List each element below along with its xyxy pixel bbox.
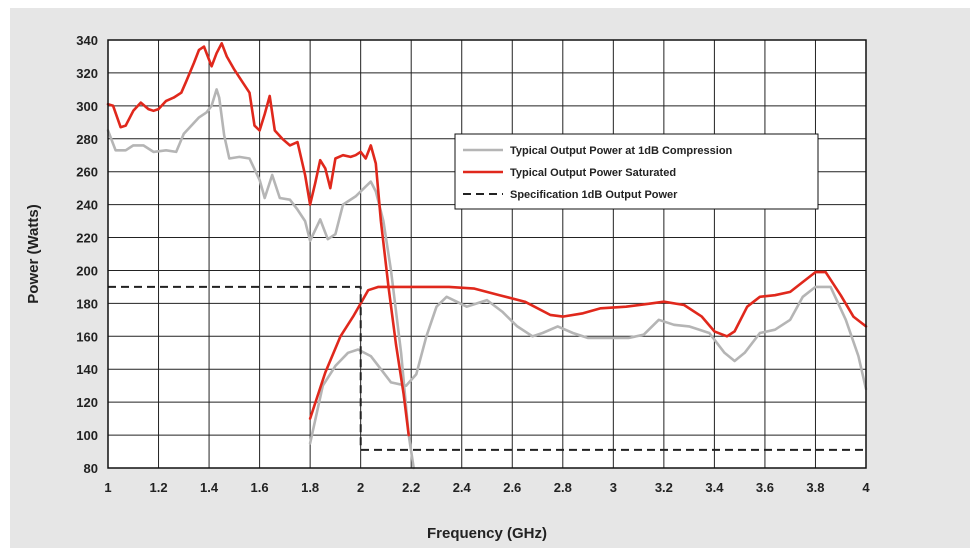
x-tick-label-10: 3: [610, 480, 617, 495]
y-tick-label-11: 300: [76, 99, 98, 114]
y-tick-label-6: 200: [76, 263, 98, 278]
y-tick-label-9: 260: [76, 165, 98, 180]
plot-border: [107, 39, 867, 469]
x-tick-label-15: 4: [862, 480, 870, 495]
y-tick-label-4: 160: [76, 329, 98, 344]
y-tick-label-1: 100: [76, 428, 98, 443]
series-line-1-segment-0: [106, 41, 411, 437]
y-tick-label-10: 280: [76, 132, 98, 147]
x-tick-label-1: 1.2: [149, 480, 167, 495]
legend-label-1dB-compression: Typical Output Power at 1dB Compression: [510, 145, 733, 157]
x-tick-label-0: 1: [104, 480, 111, 495]
series-line-2-segment-0: [108, 285, 866, 451]
y-tick-label-12: 320: [76, 66, 98, 81]
y-tick-label-0: 80: [84, 461, 98, 476]
x-tick-label-14: 3.8: [806, 480, 824, 495]
y-tick-label-8: 240: [76, 198, 98, 213]
x-axis-ticks: 1 1.2 1.4 1.6 1.8 2 2.2 2.4 2.6 2.8 3 3.2 3.4 3.6 3.8 4: [104, 480, 870, 495]
x-tick-label-7: 2.4: [453, 480, 472, 495]
chart-figure: 1 1.2 1.4 1.6 1.8 2 2.2 2.4 2.6 2.8 3 3.2 3.4 3.6 3.8 4…: [10, 8, 970, 548]
legend-label-specification: Specification 1dB Output Power: [510, 189, 678, 201]
series-line-0-segment-1: [308, 285, 868, 445]
y-tick-label-5: 180: [76, 296, 98, 311]
plot-area: [108, 40, 866, 468]
series-line-0-segment-0: [106, 88, 416, 470]
x-tick-label-12: 3.4: [705, 480, 724, 495]
x-tick-label-6: 2.2: [402, 480, 420, 495]
x-tick-label-3: 1.6: [251, 480, 269, 495]
x-tick-label-13: 3.6: [756, 480, 774, 495]
x-tick-label-5: 2: [357, 480, 364, 495]
line-chart: 1 1.2 1.4 1.6 1.8 2 2.2 2.4 2.6 2.8 3 3.2 3.4 3.6 3.8 4…: [25, 33, 870, 542]
x-tick-label-8: 2.6: [503, 480, 521, 495]
y-tick-label-2: 120: [76, 395, 98, 410]
series-line-1-segment-1: [308, 270, 868, 420]
x-tick-label-2: 1.4: [200, 480, 219, 495]
x-tick-label-9: 2.8: [554, 480, 572, 495]
x-tick-label-11: 3.2: [655, 480, 673, 495]
legend-box: [454, 133, 819, 210]
y-tick-label-3: 140: [76, 362, 98, 377]
y-axis-ticks: 80 100 120 140 160 180 200 220 240 260 280 300 320 34…: [76, 33, 98, 476]
x-tick-label-4: 1.8: [301, 480, 319, 495]
y-tick-label-7: 220: [76, 231, 98, 246]
y-tick-label-13: 340: [76, 33, 98, 48]
x-axis-title: Frequency (GHz): [427, 525, 547, 542]
legend: Typical Output Power at 1dB Compression …: [454, 133, 819, 210]
legend-label-saturated: Typical Output Power Saturated: [510, 167, 676, 179]
y-axis-title: Power (Watts): [25, 204, 42, 303]
series-layer: [106, 41, 868, 470]
